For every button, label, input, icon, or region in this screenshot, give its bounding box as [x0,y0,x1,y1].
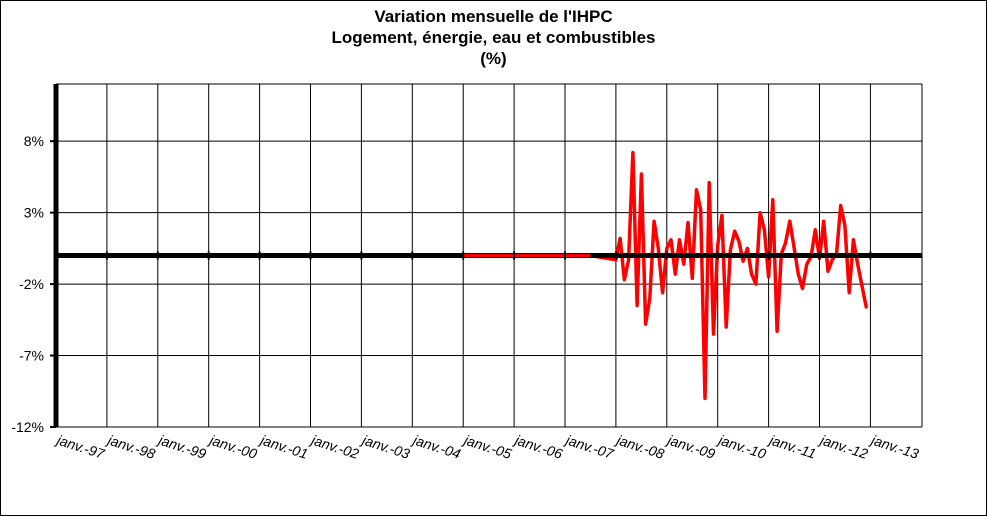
x-axis-ticks: janv.-97 janv.-98 janv.-99 janv.-00 janv.-01… [53,431,921,462]
x-tick-label: janv.-97 [53,431,107,462]
x-tick-label: janv.-99 [155,431,208,462]
x-tick-label: janv.-00 [206,431,259,462]
y-tick-label: -12% [11,419,44,435]
x-tick-label: janv.-03 [359,431,412,462]
x-tick-label: janv.-10 [715,431,768,462]
x-tick-label: janv.-02 [308,431,361,462]
x-tick-label: janv.-12 [817,431,870,462]
x-tick-label: janv.-04 [409,431,462,462]
series-layer [461,150,868,401]
x-tick-label: janv.-13 [868,431,921,462]
x-tick-label: janv.-08 [613,431,666,462]
y-tick-label: -2% [19,276,44,292]
chart-title-block: Variation mensuelle de l'IHPC Logement, … [0,6,987,69]
x-tick-label: janv.-07 [562,431,616,462]
chart-subtitle: Logement, énergie, eau et combustibles [331,28,656,47]
y-tick-label: -7% [19,348,44,364]
y-tick-label: 8% [24,133,44,149]
x-tick-label: janv.-98 [104,431,157,462]
x-tick-label: janv.-11 [766,431,818,462]
y-axis-ticks: 8% 3% -2% -7% -12% [11,133,56,435]
axes-layer [53,84,922,427]
x-tick-label: janv.-05 [460,431,513,462]
y-tick-label: 3% [24,205,44,221]
x-tick-label: janv.-01 [257,431,310,462]
x-tick-label: janv.-09 [664,431,717,462]
x-tick-label: janv.-06 [511,431,564,462]
chart-title: Variation mensuelle de l'IHPC [374,7,613,26]
chart-unit-label: (%) [480,49,507,68]
series-line [461,150,868,401]
